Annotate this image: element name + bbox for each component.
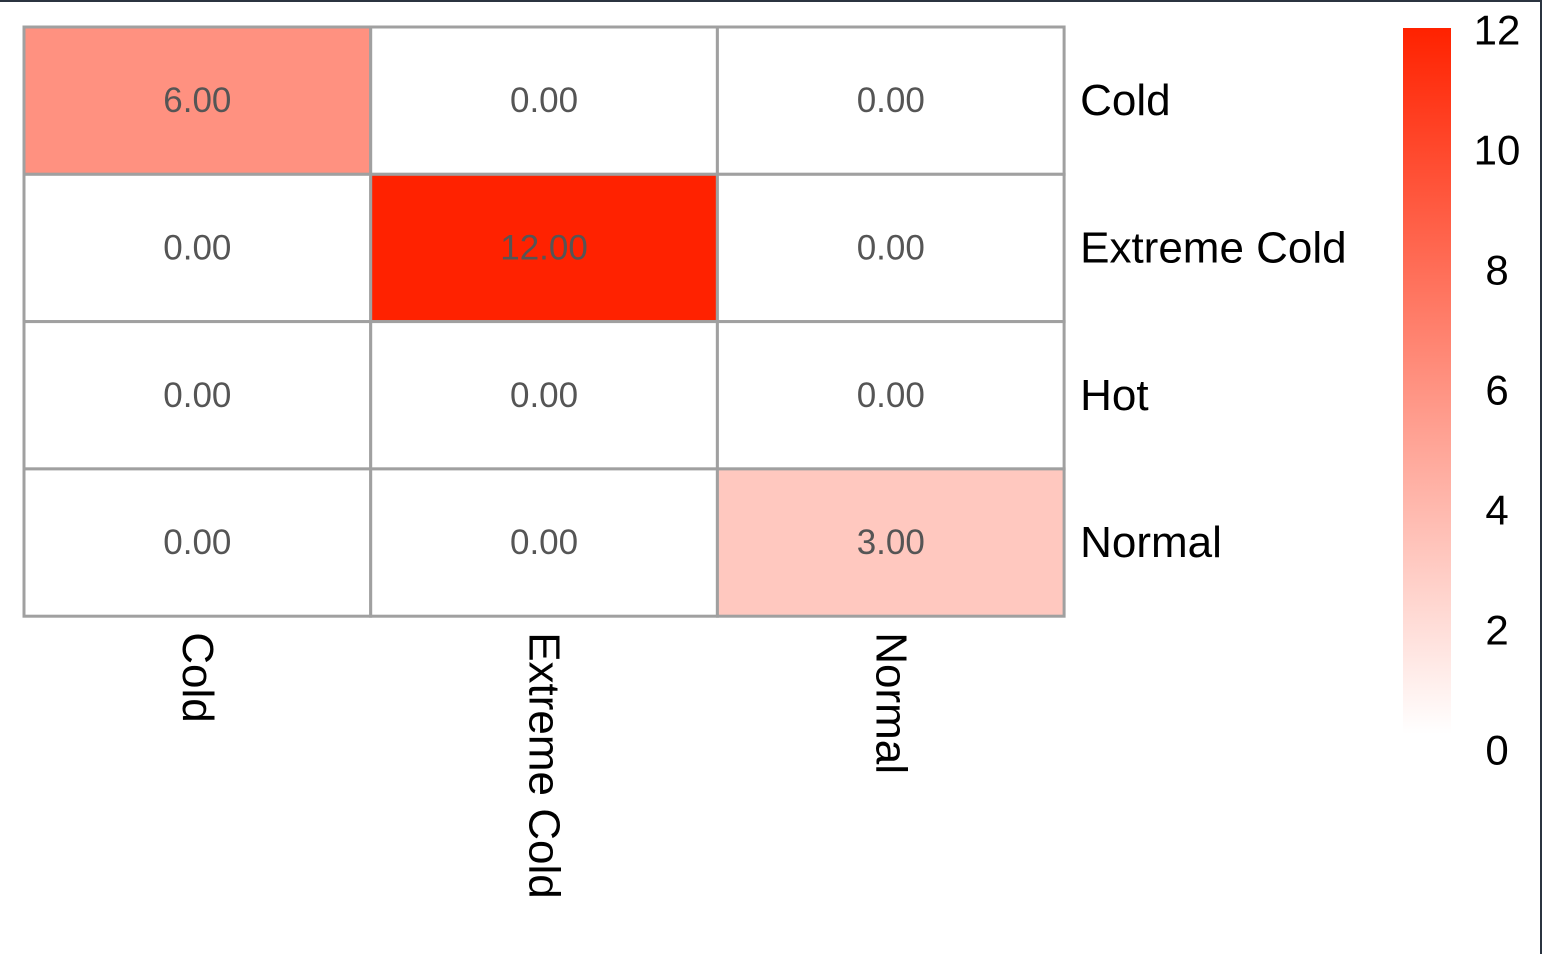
cell-value-label: 0.00 <box>510 523 578 562</box>
color-legend: 0 2 4 6 8 10 12 <box>1403 7 1520 774</box>
row-label-hot: Hot <box>1080 371 1148 420</box>
cell-value-label: 0.00 <box>857 228 925 267</box>
cell-value-label: 0.00 <box>857 81 925 120</box>
heatmap-cell-normal-normal <box>715 467 1066 618</box>
cell-value-label: 0.00 <box>163 228 231 267</box>
legend-tick-label: 8 <box>1485 247 1508 294</box>
legend-tick-label: 4 <box>1485 487 1508 534</box>
legend-tick-label: 2 <box>1485 607 1508 654</box>
column-labels: Cold Extreme Cold Normal <box>173 632 915 899</box>
row-label-extreme-cold: Extreme Cold <box>1080 223 1347 272</box>
heatmap-cell-cold-normal <box>715 25 1066 176</box>
heatmap-cell-normal-cold <box>22 467 373 618</box>
legend-tick-label: 10 <box>1474 127 1521 174</box>
cell-value-label: 3.00 <box>857 523 925 562</box>
legend-tick-label: 12 <box>1474 7 1521 54</box>
heatmap-cell-cold-cold <box>22 25 373 176</box>
legend-tick-label: 6 <box>1485 367 1508 414</box>
cell-value-label: 0.00 <box>163 376 231 415</box>
legend-tick-label: 0 <box>1485 727 1508 774</box>
cell-value-label: 6.00 <box>163 81 231 120</box>
row-labels: Cold Extreme Cold Hot Normal <box>1080 76 1347 567</box>
column-label-cold: Cold <box>173 632 222 723</box>
column-label-normal: Normal <box>866 632 915 774</box>
heatmap-cell-extreme-cold-normal <box>715 172 1066 324</box>
heatmap-cells: 6.00 0.00 0.00 0.00 12.00 0.00 0.00 0.00 0.00 0.0… <box>22 25 1066 618</box>
cell-value-label: 12.00 <box>500 228 588 267</box>
cell-value-label: 0.00 <box>510 376 578 415</box>
cell-value-label: 0.00 <box>857 376 925 415</box>
column-label-extreme-cold: Extreme Cold <box>520 632 569 899</box>
legend-ticks: 0 2 4 6 8 10 12 <box>1474 7 1521 774</box>
legend-color-bar <box>1403 28 1451 734</box>
heatmap-cell-hot-extreme-cold <box>369 320 719 471</box>
row-label-normal: Normal <box>1080 518 1222 567</box>
row-label-cold: Cold <box>1080 76 1171 125</box>
cell-value-label: 0.00 <box>510 81 578 120</box>
cell-value-label: 0.00 <box>163 523 231 562</box>
heatmap-cell-extreme-cold-cold <box>22 172 373 324</box>
heatmap-cell-cold-extreme-cold <box>369 25 719 176</box>
